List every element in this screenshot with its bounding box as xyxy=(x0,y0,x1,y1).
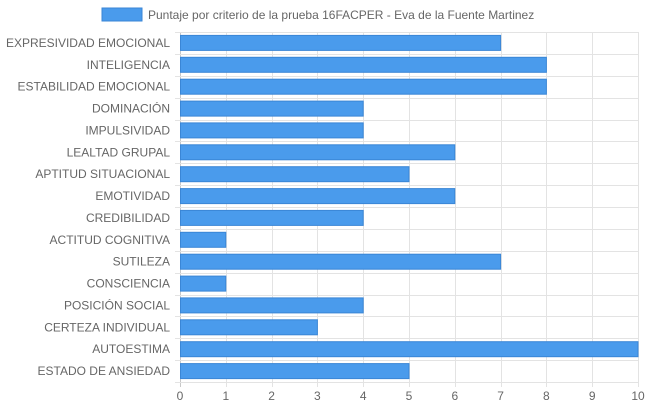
bar[interactable] xyxy=(180,56,547,73)
category-label: CONSCIENCIA xyxy=(87,277,170,291)
bar[interactable] xyxy=(180,363,410,380)
category-label: CREDIBILIDAD xyxy=(86,211,170,225)
category-label: ACTITUD COGNITIVA xyxy=(50,233,170,247)
category-label: EMOTIVIDAD xyxy=(95,189,170,203)
x-tick-label: 10 xyxy=(631,389,645,403)
bar[interactable] xyxy=(180,34,502,51)
x-tick-label: 9 xyxy=(589,389,596,403)
bar[interactable] xyxy=(180,166,410,183)
category-label: POSICIÓN SOCIAL xyxy=(64,297,170,312)
category-label: EXPRESIVIDAD EMOCIONAL xyxy=(6,36,170,50)
legend-label: Puntaje por criterio de la prueba 16FACP… xyxy=(148,8,534,22)
x-tick-label: 7 xyxy=(497,389,504,403)
category-label: AUTOESTIMA xyxy=(92,342,170,356)
x-tick-label: 3 xyxy=(314,389,321,403)
bar[interactable] xyxy=(180,231,227,248)
category-label: ESTADO DE ANSIEDAD xyxy=(38,364,171,378)
bar[interactable] xyxy=(180,122,364,139)
category-label: ESTABILIDAD EMOCIONAL xyxy=(18,80,171,94)
x-tick-label: 6 xyxy=(451,389,458,403)
bar[interactable] xyxy=(180,253,502,270)
category-label: CERTEZA INDIVIDUAL xyxy=(44,320,170,334)
bar[interactable] xyxy=(180,78,547,95)
x-tick-label: 0 xyxy=(177,389,184,403)
category-label: DOMINACIÓN xyxy=(92,101,170,116)
bar[interactable] xyxy=(180,275,227,292)
x-tick-label: 4 xyxy=(360,389,367,403)
x-tick-label: 1 xyxy=(222,389,229,403)
bar[interactable] xyxy=(180,297,364,314)
bar[interactable] xyxy=(180,100,364,117)
category-label: APTITUD SITUACIONAL xyxy=(35,167,170,181)
category-labels: EXPRESIVIDAD EMOCIONAL INTELIGENCIA ESTABI… xyxy=(6,36,170,378)
x-axis-tick-labels: 0 1 2 3 4 5 6 7 8 9 10 xyxy=(177,389,645,403)
bar[interactable] xyxy=(180,209,364,226)
category-label: SUTILEZA xyxy=(113,255,170,269)
x-tick-label: 2 xyxy=(268,389,275,403)
bar[interactable] xyxy=(180,341,639,358)
bar[interactable] xyxy=(180,319,318,336)
bar[interactable] xyxy=(180,144,456,161)
chart-legend[interactable]: Puntaje por criterio de la prueba 16FACP… xyxy=(101,7,534,22)
x-tick-label: 5 xyxy=(406,389,413,403)
category-label: IMPULSIVIDAD xyxy=(85,123,170,137)
bar[interactable] xyxy=(180,188,456,205)
bars xyxy=(180,34,639,380)
x-tick-label: 8 xyxy=(543,389,550,403)
category-label: INTELIGENCIA xyxy=(87,58,170,72)
category-label: LEALTAD GRUPAL xyxy=(67,145,171,159)
legend-swatch xyxy=(101,7,143,22)
